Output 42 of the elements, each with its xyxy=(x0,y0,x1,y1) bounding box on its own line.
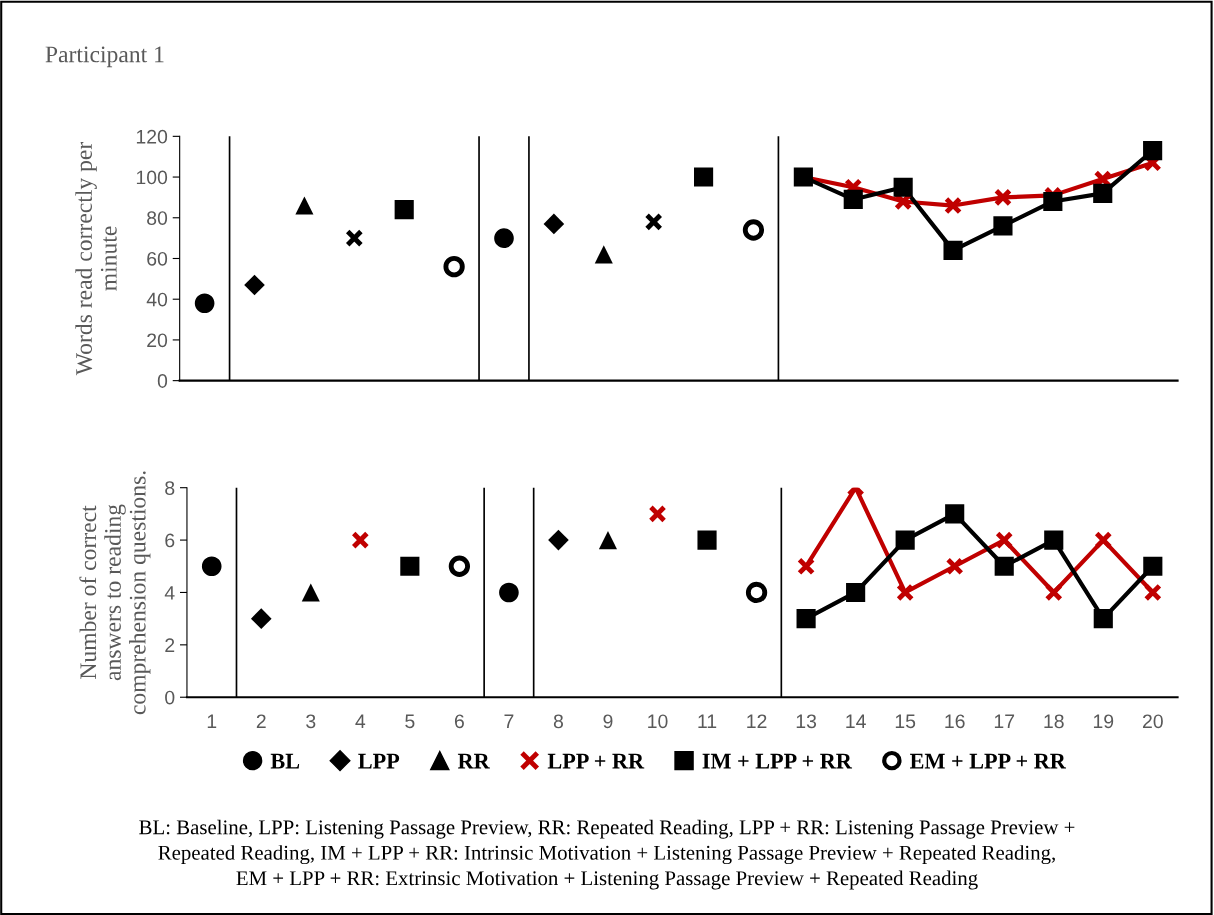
x-tick-label: 15 xyxy=(895,714,916,729)
x-tick-label: 12 xyxy=(747,714,767,728)
y-tick-label: 20 xyxy=(147,333,168,348)
y-tick-label: 0 xyxy=(165,690,175,705)
y-tick-label: 6 xyxy=(165,533,175,548)
x-tick-label: 5 xyxy=(405,714,415,729)
x-tick-label: 2 xyxy=(256,714,266,728)
x-tick-label: 17 xyxy=(994,714,1015,728)
y-tick-label: 100 xyxy=(136,170,168,185)
legend-label: LPP + RR xyxy=(547,753,645,769)
x-tick-label: 4 xyxy=(355,714,366,728)
legend-label: BL xyxy=(270,753,300,769)
x-tick-label: 1 xyxy=(207,714,217,728)
x-tick-label: 3 xyxy=(306,714,316,729)
x-tick-label: 14 xyxy=(846,714,866,728)
y-axis-title: Words read correctly per minute xyxy=(75,141,117,376)
x-tick-label: 6 xyxy=(454,714,464,729)
x-tick-label: 18 xyxy=(1044,714,1064,729)
y-tick-label: 4 xyxy=(164,586,175,600)
y-tick-label: 2 xyxy=(165,638,175,652)
legend-label: LPP xyxy=(358,753,400,769)
x-tick-label: 16 xyxy=(945,714,965,729)
y-tick-label: 80 xyxy=(147,211,168,226)
legend-label: IM + LPP + RR xyxy=(702,753,853,769)
y-tick-label: 40 xyxy=(146,292,168,307)
x-tick-label: 7 xyxy=(504,714,514,728)
x-tick-label: 8 xyxy=(553,714,563,729)
x-tick-label: 13 xyxy=(796,714,817,729)
x-tick-label: 10 xyxy=(648,714,668,729)
legend-label: EM + LPP + RR xyxy=(910,753,1067,769)
x-tick-label: 9 xyxy=(603,714,613,729)
y-tick-label: 8 xyxy=(165,481,175,495)
legend-label: RR xyxy=(457,753,490,769)
y-tick-label: 120 xyxy=(136,129,168,144)
text: BL: Baseline, LPP: Listening Passage Preview, RR: Repeated Reading, LPP + RR: Listening Passage Preview + Repeated Reading, IM + LPP + RR: Intrinsic Motivation + Listening Passage Preview + Repeated Reading, EM + LPP + RR: Extrinsic Motivation + Listening Passage Preview + Repeated Reading xyxy=(139,819,1075,890)
x-tick-label: 20 xyxy=(1142,714,1163,729)
y-axis-title: Number of correct answers to reading comprehension questions. xyxy=(79,471,151,715)
x-tick-label: 11 xyxy=(698,714,717,728)
y-tick-label: 0 xyxy=(157,374,168,388)
x-tick-label: 19 xyxy=(1093,714,1114,729)
chart-title: Participant 1 xyxy=(45,46,164,68)
y-tick-label: 60 xyxy=(147,251,168,266)
